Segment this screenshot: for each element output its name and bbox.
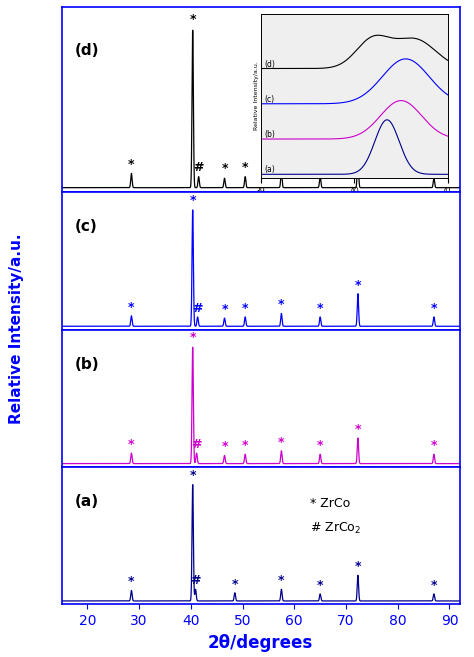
Text: *: * bbox=[317, 439, 323, 452]
Text: Relative Intensity/a.u.: Relative Intensity/a.u. bbox=[9, 233, 25, 424]
Text: *: * bbox=[221, 303, 228, 316]
Text: *: * bbox=[317, 579, 323, 592]
Text: # ZrCo$_2$: # ZrCo$_2$ bbox=[310, 520, 361, 535]
Text: * ZrCo: * ZrCo bbox=[310, 497, 350, 510]
Text: *: * bbox=[128, 158, 135, 171]
X-axis label: 2θ/degrees: 2θ/degrees bbox=[208, 634, 313, 652]
Text: (b): (b) bbox=[74, 357, 99, 371]
Text: *: * bbox=[431, 302, 437, 315]
Text: *: * bbox=[190, 468, 196, 482]
Text: *: * bbox=[190, 13, 196, 26]
Text: *: * bbox=[242, 439, 248, 452]
Text: *: * bbox=[317, 302, 323, 315]
Text: #: # bbox=[191, 438, 202, 451]
Text: *: * bbox=[431, 162, 437, 175]
Text: *: * bbox=[128, 576, 135, 589]
Text: *: * bbox=[278, 436, 284, 449]
Text: *: * bbox=[317, 161, 323, 174]
Text: *: * bbox=[221, 162, 228, 175]
Text: #: # bbox=[193, 161, 204, 174]
Text: *: * bbox=[128, 301, 135, 313]
Text: *: * bbox=[355, 279, 361, 292]
Text: (d): (d) bbox=[74, 43, 99, 58]
Text: *: * bbox=[128, 438, 135, 451]
Text: (c): (c) bbox=[74, 219, 97, 234]
Text: *: * bbox=[431, 579, 437, 592]
Text: #: # bbox=[192, 302, 203, 315]
Text: *: * bbox=[242, 302, 248, 315]
Text: *: * bbox=[242, 161, 248, 174]
Text: *: * bbox=[355, 423, 361, 436]
Text: *: * bbox=[232, 578, 238, 591]
Text: *: * bbox=[221, 440, 228, 453]
Text: *: * bbox=[278, 156, 284, 169]
Text: *: * bbox=[431, 439, 437, 452]
Text: *: * bbox=[190, 331, 196, 344]
Text: *: * bbox=[278, 574, 284, 587]
Text: (a): (a) bbox=[74, 494, 99, 509]
Text: #: # bbox=[190, 574, 201, 587]
Text: *: * bbox=[190, 194, 196, 207]
Text: *: * bbox=[278, 298, 284, 311]
Text: *: * bbox=[355, 560, 361, 574]
Text: *: * bbox=[355, 141, 361, 153]
